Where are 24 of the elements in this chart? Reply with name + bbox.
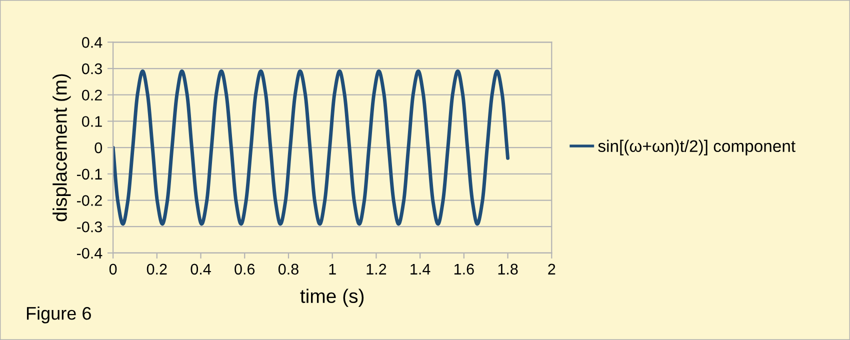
y-tick-label: -0.3 — [76, 221, 102, 232]
y-tick-label: 0.2 — [82, 90, 102, 101]
y-axis-title: displacement (m) — [52, 74, 71, 222]
x-tick-label: 1 — [329, 264, 336, 274]
x-tick-label: 1.4 — [410, 264, 430, 274]
caption: Figure 6 — [26, 306, 91, 324]
y-tick-label: 0.1 — [82, 116, 102, 127]
y-tick-label: -0.4 — [76, 248, 102, 259]
y-tick-label: 0.4 — [82, 37, 102, 48]
x-tick-label: 0.2 — [146, 264, 167, 275]
x-tick-label: 0.4 — [190, 264, 211, 275]
x-tick-label: 2 — [548, 264, 556, 274]
y-tick-label: 0.3 — [82, 63, 102, 74]
x-tick-label: 0.6 — [234, 264, 255, 275]
x-tick-label: 1.2 — [366, 264, 386, 274]
x-tick-label: 0.8 — [278, 264, 298, 275]
x-tick-label: 1.6 — [454, 264, 474, 275]
x-tick-label: 0 — [109, 264, 117, 275]
y-tick-label: 0 — [94, 142, 102, 154]
y-tick-label: -0.1 — [76, 168, 102, 180]
x-tick-label: 1.8 — [498, 264, 518, 275]
legend-label: sin[(ω+ωn)t/2)] component — [598, 140, 796, 156]
y-tick-label: -0.2 — [76, 195, 102, 206]
x-axis-title: time (s) — [300, 288, 364, 307]
